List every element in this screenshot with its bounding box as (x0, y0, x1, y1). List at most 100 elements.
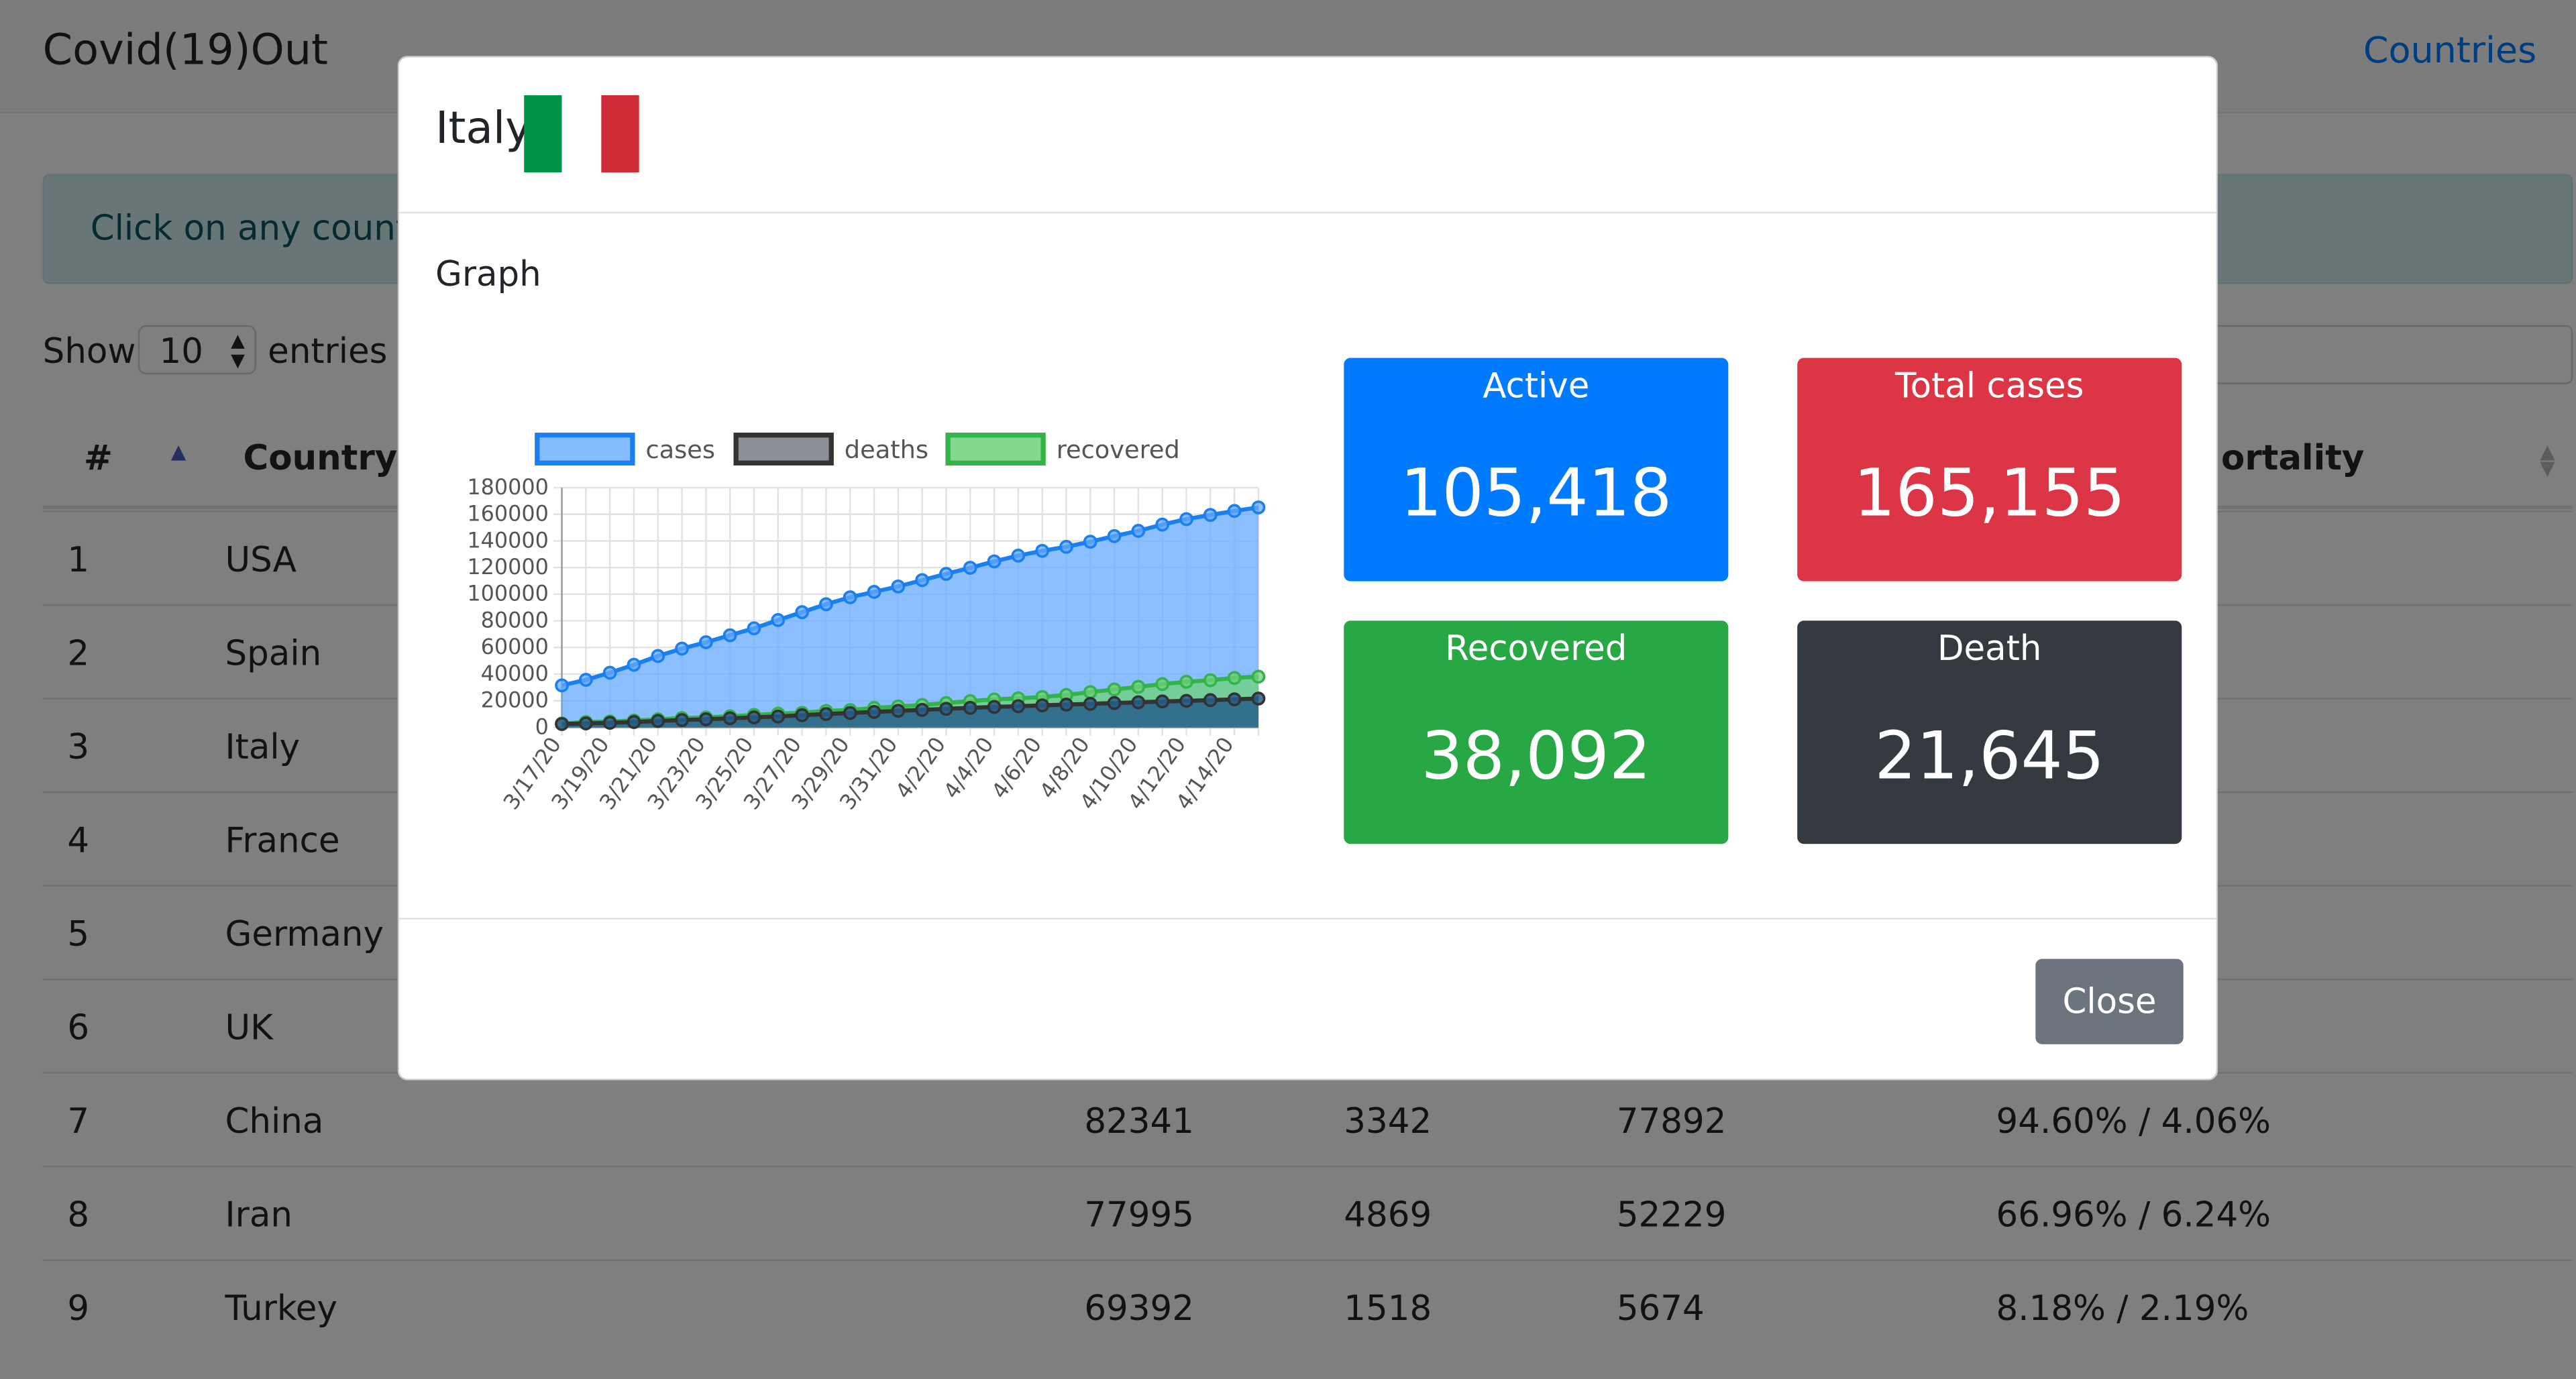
active-card: Active 105,418 (1344, 357, 1729, 582)
modal-title: Italy (435, 103, 532, 155)
graph-label: Graph (435, 254, 541, 294)
point-cases (627, 657, 641, 672)
point-deaths (891, 704, 906, 718)
point-deaths (651, 714, 665, 728)
point-deaths (555, 717, 569, 731)
point-cases (867, 585, 881, 599)
point-cases (1227, 504, 1242, 518)
point-cases (1155, 517, 1170, 532)
point-deaths (722, 711, 737, 726)
point-cases (795, 605, 810, 620)
point-cases (891, 579, 906, 594)
point-recovered (1083, 685, 1097, 700)
point-recovered (1179, 675, 1193, 689)
point-cases (747, 621, 761, 636)
active-label: Active (1483, 366, 1590, 406)
point-cases (602, 665, 617, 680)
point-cases (1131, 524, 1146, 538)
point-deaths (627, 715, 641, 729)
point-cases (1035, 543, 1050, 558)
point-cases (915, 573, 930, 588)
point-cases (555, 678, 569, 693)
death-card: Death 21,645 (1797, 620, 2182, 844)
y-tick-label: 180000 (467, 474, 549, 500)
y-tick-label: 160000 (467, 501, 549, 527)
point-cases (698, 635, 713, 649)
point-recovered (1251, 669, 1266, 684)
point-deaths (1251, 692, 1266, 706)
flag-stripe-green (524, 95, 563, 173)
point-cases (1203, 508, 1218, 522)
y-tick-label: 100000 (467, 581, 549, 606)
legend-swatch-recovered (945, 433, 1046, 466)
y-tick-label: 60000 (481, 634, 549, 659)
point-cases (771, 613, 786, 627)
x-tick-label: 4/2/20 (890, 732, 951, 804)
active-value: 105,418 (1400, 456, 1672, 533)
point-deaths (1179, 694, 1193, 708)
recovered-card: Recovered 38,092 (1344, 620, 1729, 844)
point-deaths (1083, 696, 1097, 711)
area-cases (561, 507, 1258, 728)
point-deaths (963, 700, 977, 715)
recovered-value: 38,092 (1421, 719, 1652, 795)
point-deaths (1035, 698, 1050, 713)
point-deaths (1203, 693, 1218, 708)
point-cases (819, 597, 833, 612)
death-value: 21,645 (1874, 719, 2105, 795)
point-deaths (843, 706, 857, 720)
country-modal: Italy Graph 0 20000 40000 60000 80000 100000 1… (397, 56, 2218, 1081)
flag-stripe-red (600, 95, 639, 173)
legend-swatch-deaths (733, 433, 834, 466)
point-cases (939, 567, 953, 582)
point-cases (1059, 539, 1073, 554)
point-cases (1011, 549, 1026, 563)
point-deaths (578, 716, 593, 730)
point-recovered (1203, 673, 1218, 687)
point-recovered (1107, 682, 1122, 697)
legend-swatch-cases (535, 433, 635, 466)
point-deaths (1131, 695, 1146, 710)
point-deaths (1107, 696, 1122, 710)
point-cases (651, 649, 665, 663)
point-deaths (867, 705, 881, 719)
y-tick-label: 0 (535, 714, 549, 739)
point-deaths (1011, 699, 1026, 714)
recovered-label: Recovered (1445, 628, 1627, 669)
flag-stripe-white (562, 95, 601, 173)
y-tick-label: 20000 (481, 687, 549, 713)
point-deaths (915, 702, 930, 717)
point-recovered (1155, 677, 1170, 692)
point-deaths (819, 707, 833, 721)
y-tick-label: 120000 (467, 554, 549, 580)
legend-label-recovered: recovered (1057, 435, 1180, 464)
point-cases (987, 554, 1002, 569)
point-recovered (1131, 679, 1146, 694)
italy-flag-icon (524, 95, 639, 173)
point-cases (963, 561, 977, 575)
legend-label-cases: cases (645, 435, 715, 464)
point-cases (1107, 529, 1122, 543)
point-cases (1083, 535, 1097, 549)
point-recovered (1227, 671, 1242, 685)
point-cases (675, 641, 689, 656)
point-deaths (771, 709, 786, 724)
point-deaths (1227, 692, 1242, 707)
point-deaths (747, 710, 761, 724)
total-cases-label: Total cases (1894, 366, 2084, 406)
close-button[interactable]: Close (2035, 958, 2184, 1044)
point-cases (578, 673, 593, 687)
y-tick-label: 80000 (481, 607, 549, 632)
x-tick-label: 4/6/20 (986, 732, 1046, 804)
point-deaths (1059, 698, 1073, 712)
cases-chart: 0200004000060000800001000001200001400001… (467, 433, 1266, 813)
point-deaths (675, 713, 689, 727)
point-deaths (698, 712, 713, 726)
point-deaths (1155, 694, 1170, 709)
x-tick-label: 4/4/20 (938, 732, 999, 804)
legend-label-deaths: deaths (845, 435, 928, 464)
point-cases (843, 590, 857, 604)
point-deaths (602, 716, 617, 730)
point-cases (1179, 512, 1193, 527)
death-label: Death (1937, 628, 2042, 669)
